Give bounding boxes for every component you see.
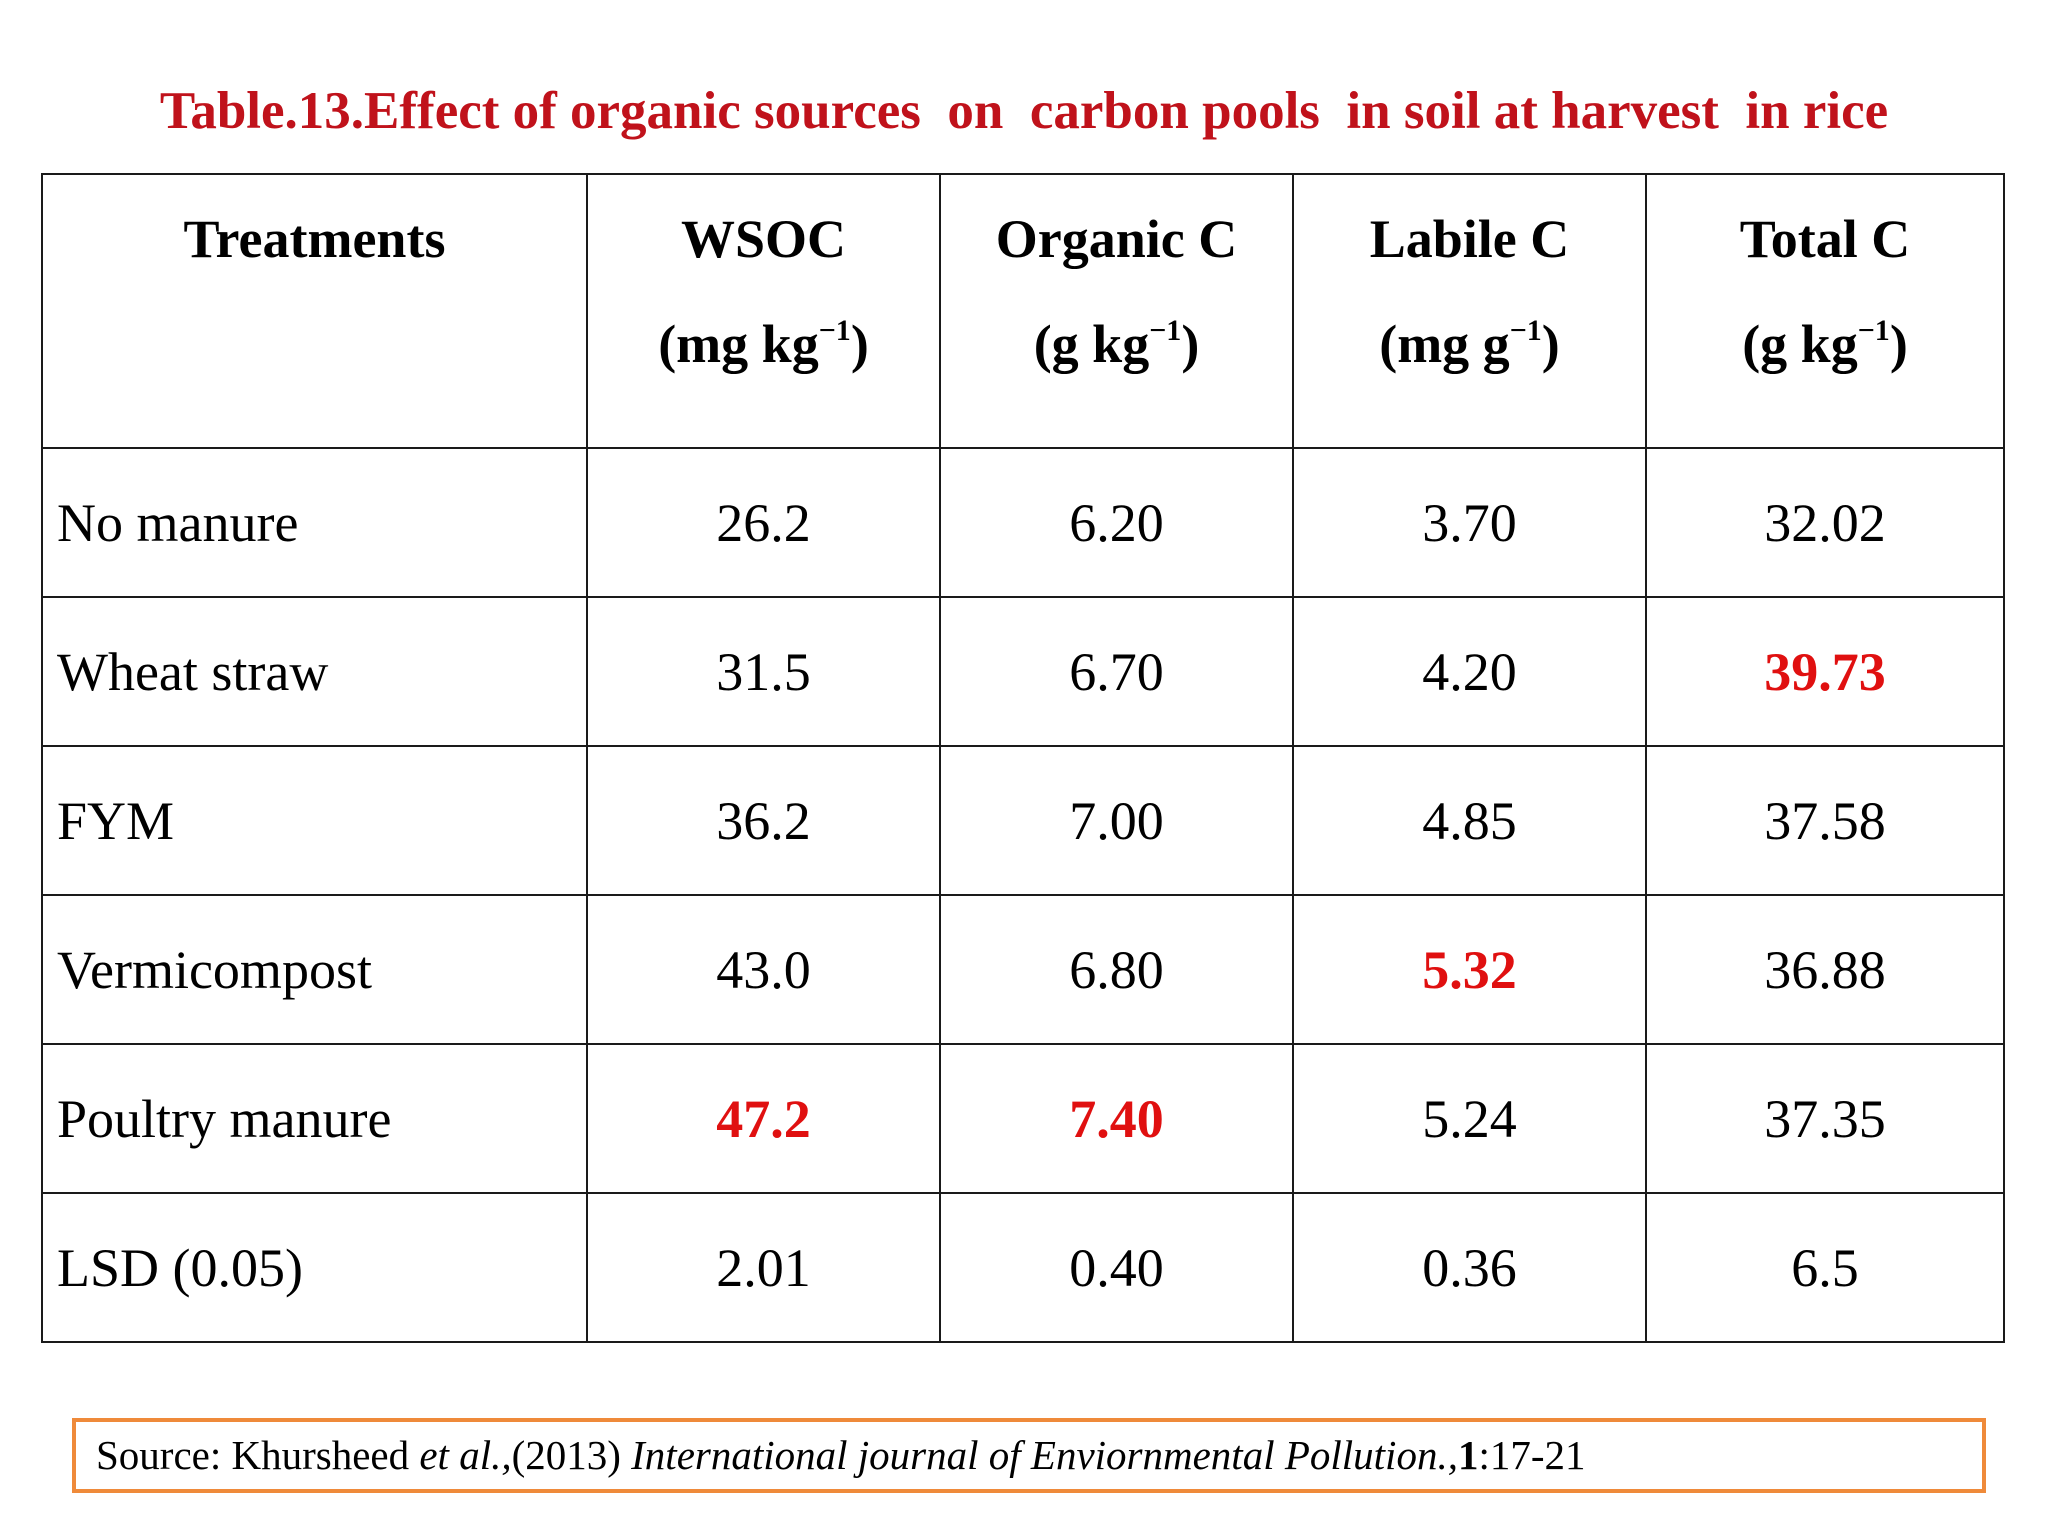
carbon-pools-table: Treatments WSOC (mg kg−1) Organic C (g k… <box>41 173 2005 1343</box>
value-cell: 7.00 <box>939 745 1294 896</box>
value-cell: 6.80 <box>939 894 1294 1045</box>
value-cell: 3.70 <box>1292 447 1647 598</box>
value-cell: 6.5 <box>1645 1192 2005 1343</box>
value-cell: 37.35 <box>1645 1043 2005 1194</box>
header-unit: (g kg−1) <box>1742 314 1908 374</box>
header-name: WSOC <box>680 209 847 269</box>
table-row: Vermicompost 43.0 6.80 5.32 36.88 <box>41 894 2005 1045</box>
value-cell: 47.2 <box>586 1043 941 1194</box>
treatment-cell: Vermicompost <box>41 894 588 1045</box>
value-cell: 37.58 <box>1645 745 2005 896</box>
treatment-cell: No manure <box>41 447 588 598</box>
header-unit: (mg kg−1) <box>658 314 869 374</box>
value-cell: 0.36 <box>1292 1192 1647 1343</box>
value-cell: 7.40 <box>939 1043 1294 1194</box>
value-cell: 6.20 <box>939 447 1294 598</box>
treatment-cell: Wheat straw <box>41 596 588 747</box>
treatment-cell: Poultry manure <box>41 1043 588 1194</box>
value-cell: 26.2 <box>586 447 941 598</box>
page-title: Table.13.Effect of organic sources on ca… <box>159 82 1889 140</box>
header-unit: (mg g−1) <box>1379 314 1560 374</box>
table-row: Poultry manure 47.2 7.40 5.24 37.35 <box>41 1043 2005 1194</box>
header-name: Organic C <box>995 209 1238 269</box>
value-cell: 6.70 <box>939 596 1294 747</box>
table-row: Wheat straw 31.5 6.70 4.20 39.73 <box>41 596 2005 747</box>
treatment-cell: FYM <box>41 745 588 896</box>
source-citation: Source: Khursheed et al.,(2013) Internat… <box>72 1418 1986 1493</box>
value-cell: 36.2 <box>586 745 941 896</box>
header-total-c: Total C (g kg−1) <box>1645 173 2005 449</box>
header-organic-c: Organic C (g kg−1) <box>939 173 1294 449</box>
table-row: LSD (0.05) 2.01 0.40 0.36 6.5 <box>41 1192 2005 1343</box>
table-row: FYM 36.2 7.00 4.85 37.58 <box>41 745 2005 896</box>
header-unit: (g kg−1) <box>1033 314 1200 374</box>
value-cell: 5.24 <box>1292 1043 1647 1194</box>
value-cell: 36.88 <box>1645 894 2005 1045</box>
header-name: Treatments <box>183 209 446 269</box>
treatment-cell: LSD (0.05) <box>41 1192 588 1343</box>
header-treatments: Treatments <box>41 173 588 449</box>
value-cell: 31.5 <box>586 596 941 747</box>
value-cell: 5.32 <box>1292 894 1647 1045</box>
value-cell: 39.73 <box>1645 596 2005 747</box>
value-cell: 32.02 <box>1645 447 2005 598</box>
header-name: Total C <box>1739 209 1911 269</box>
value-cell: 4.85 <box>1292 745 1647 896</box>
value-cell: 2.01 <box>586 1192 941 1343</box>
table-header-row: Treatments WSOC (mg kg−1) Organic C (g k… <box>41 173 2005 449</box>
header-wsoc: WSOC (mg kg−1) <box>586 173 941 449</box>
value-cell: 0.40 <box>939 1192 1294 1343</box>
header-labile-c: Labile C (mg g−1) <box>1292 173 1647 449</box>
value-cell: 43.0 <box>586 894 941 1045</box>
value-cell: 4.20 <box>1292 596 1647 747</box>
table-row: No manure 26.2 6.20 3.70 32.02 <box>41 447 2005 598</box>
header-name: Labile C <box>1369 209 1570 269</box>
table-body: No manure 26.2 6.20 3.70 32.02 Wheat straw 31.… <box>41 447 2005 1343</box>
